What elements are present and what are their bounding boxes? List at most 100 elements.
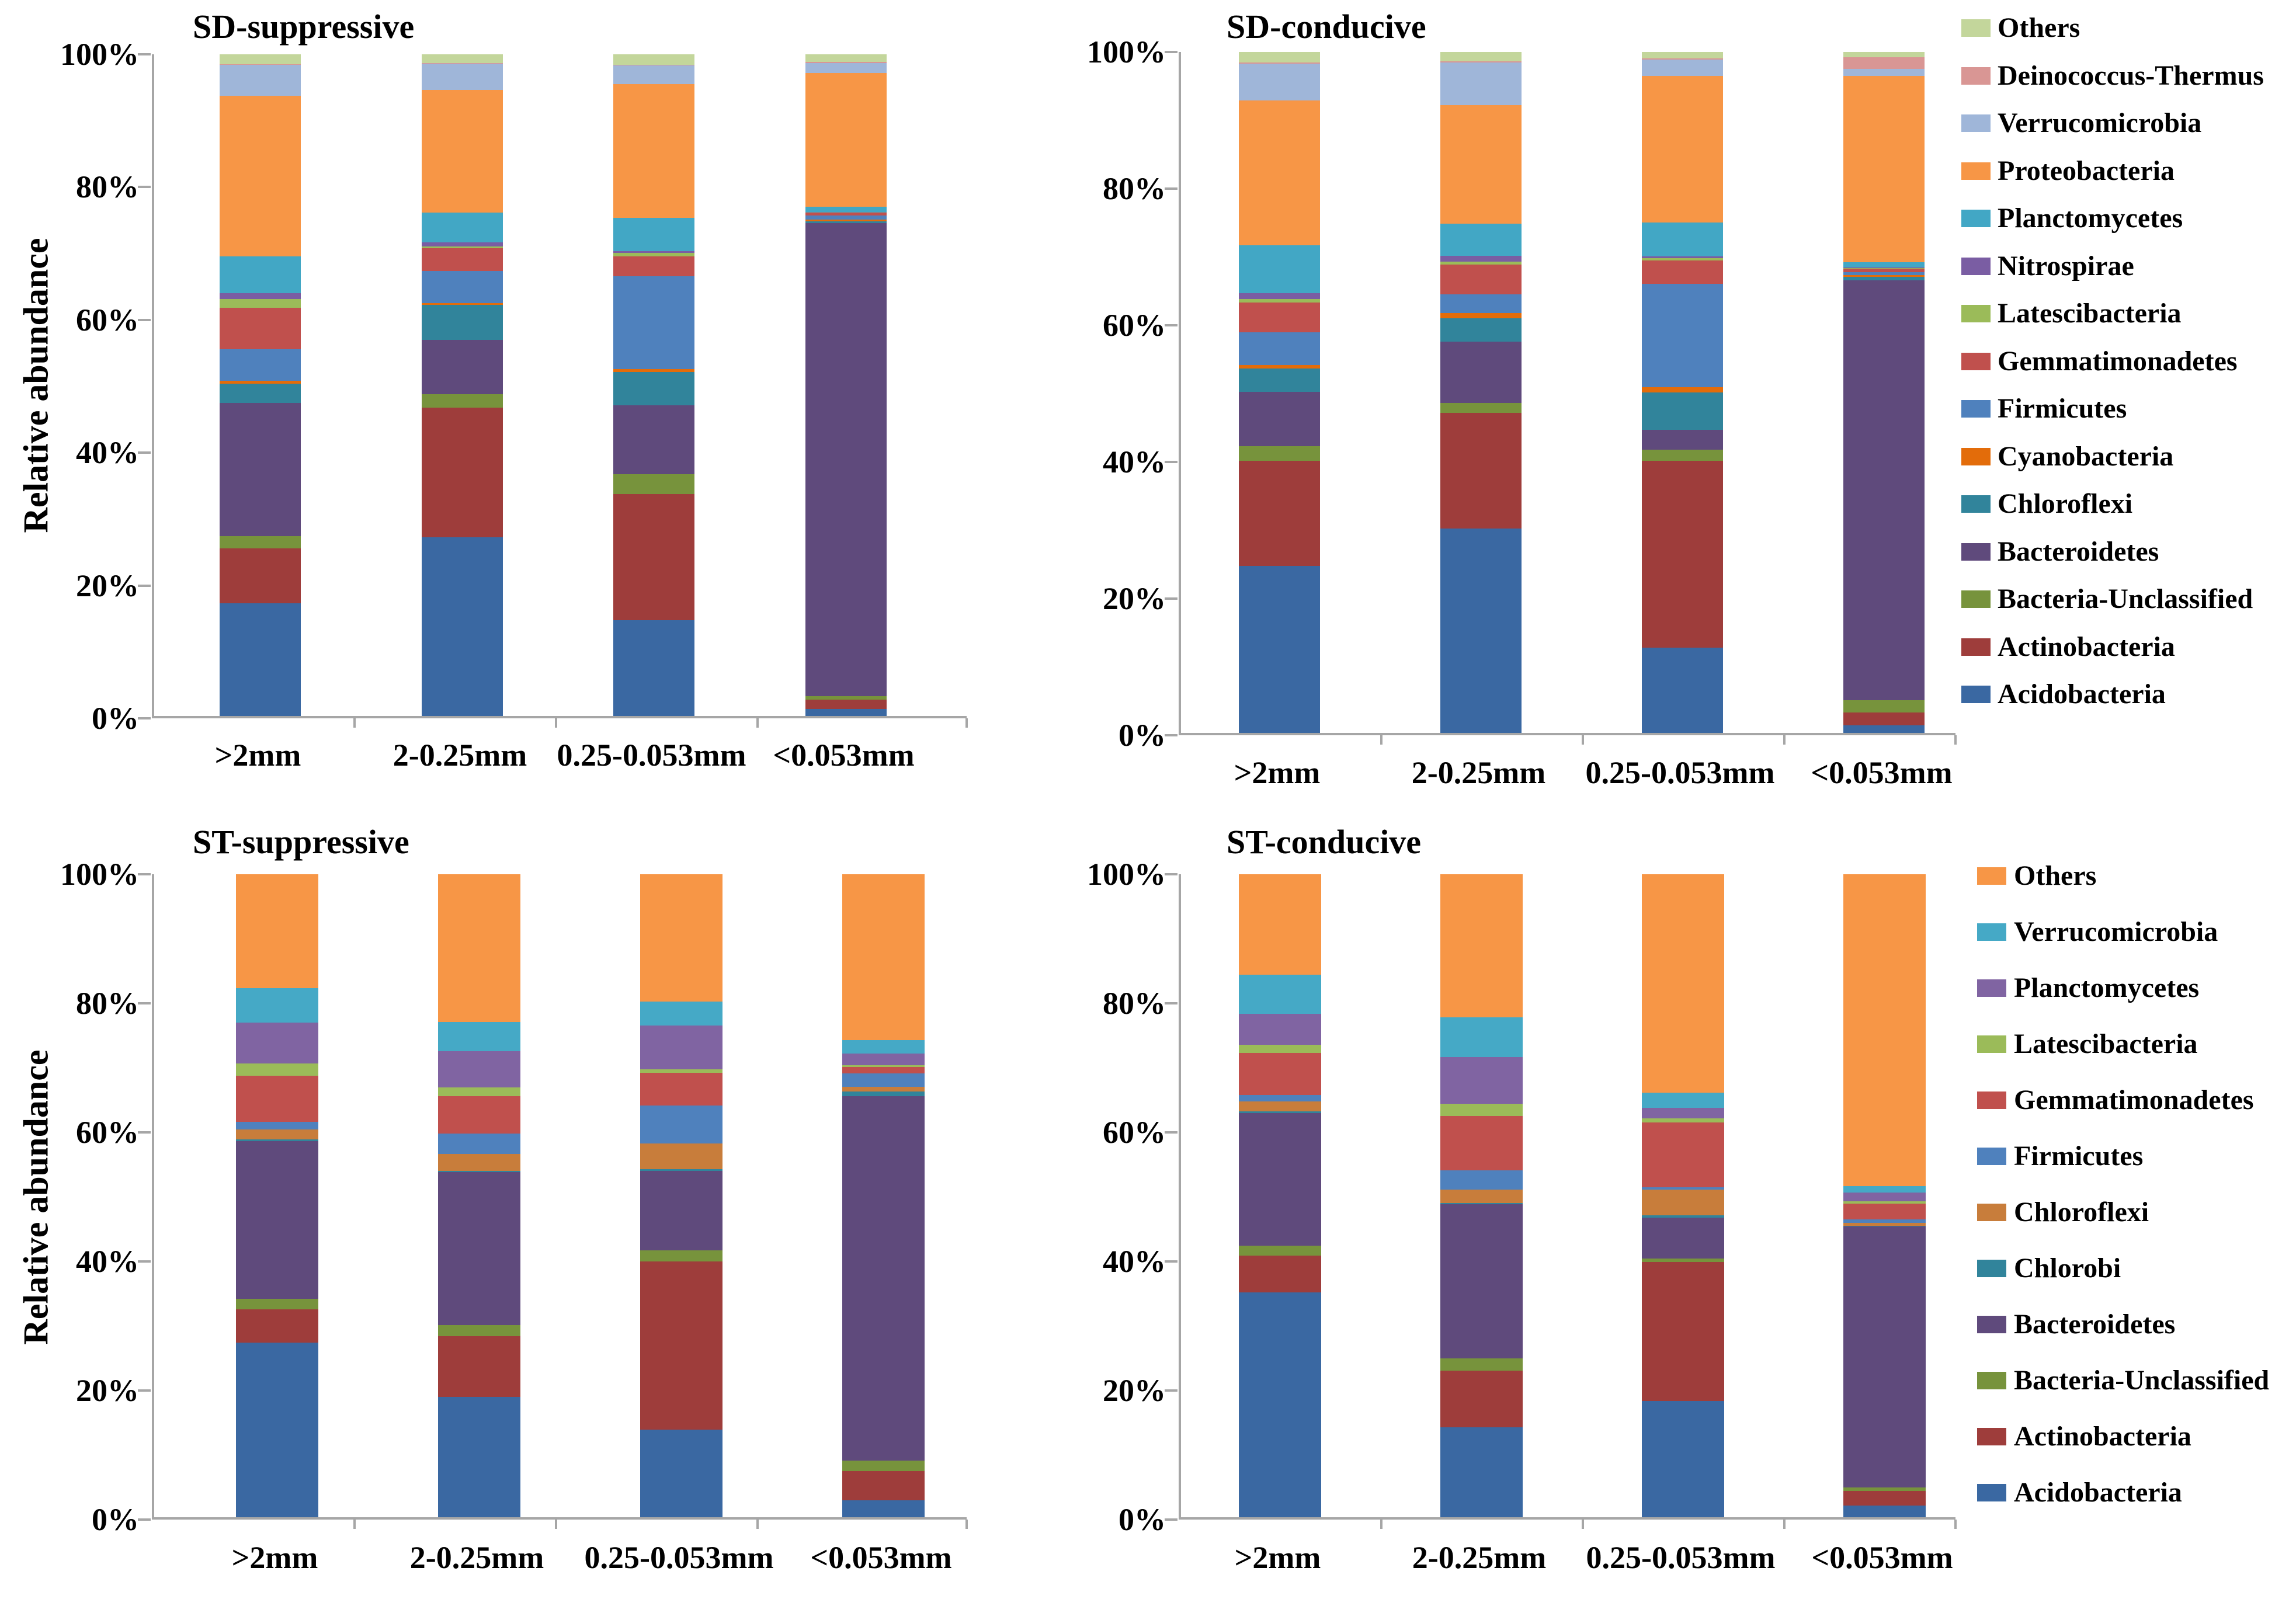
x-category-label: 2-0.25mm xyxy=(1411,755,1546,790)
bar-segment-Actinobacteria xyxy=(1843,1490,1926,1506)
y-tick-mark xyxy=(138,1389,151,1392)
legend-label: Planctomycetes xyxy=(2014,972,2200,1003)
bar-segment-Others xyxy=(220,54,301,65)
x-category-label: <0.053mm xyxy=(810,1540,952,1575)
bar-segment-Bacteroidetes xyxy=(1642,430,1723,450)
y-tick-label: 0% xyxy=(1119,718,1166,753)
bar-segment-Firmicutes xyxy=(1440,1170,1523,1190)
bar-segment-Bacteroidetes xyxy=(1843,280,1925,701)
legend-label: Verrucomicrobia xyxy=(2014,916,2218,947)
bar-segment-Bacteroidetes xyxy=(220,403,301,536)
bar-segment-Nitrospirae xyxy=(1440,255,1522,262)
x-tick-mark xyxy=(353,718,356,728)
bar-segment-Bacteria-Unclassified xyxy=(805,696,887,700)
bar->2mm xyxy=(1239,52,1320,733)
bar-segment-Gemmatimonadetes xyxy=(640,1073,723,1106)
bar-segment-Latescibacteria xyxy=(1239,1044,1321,1054)
legend-label: Latescibacteria xyxy=(2014,1028,2198,1059)
legend-swatch xyxy=(1961,590,1991,608)
bar-segment-Actinobacteria xyxy=(805,699,887,709)
bar-segment-Actinobacteria xyxy=(1239,1255,1321,1292)
bar-segment-Bacteria-Unclassified xyxy=(422,394,503,408)
plot-area xyxy=(1179,874,1955,1520)
legend-label: Chloroflexi xyxy=(2014,1197,2149,1228)
x-tick-mark xyxy=(1380,1520,1383,1529)
bar-segment-Nitrospirae xyxy=(805,211,887,213)
y-tick-label: 20% xyxy=(1103,581,1166,616)
bar-segment-Planctomycetes xyxy=(438,1051,520,1087)
y-tick-mark xyxy=(1165,1260,1177,1263)
bar-segment-Bacteroidetes xyxy=(1440,341,1522,403)
bar-segment-Gemmatimonadetes xyxy=(613,256,694,276)
bar-segment-Bacteria-Unclassified xyxy=(842,1461,925,1471)
y-tick-label: 60% xyxy=(1103,1115,1166,1150)
y-tick-mark xyxy=(1165,1389,1177,1392)
bar-0.25-0.053mm xyxy=(640,874,723,1517)
legend-swatch xyxy=(1977,1484,2006,1501)
bar-segment-Latescibacteria xyxy=(236,1063,318,1076)
bar-segment-Proteobacteria xyxy=(1239,100,1320,246)
legend-swatch xyxy=(1977,1092,2006,1109)
bar-segment-Cyanobacteria xyxy=(1440,312,1522,318)
bar-segment-Gemmatimonadetes xyxy=(1843,1203,1926,1220)
bar-segment-Cyanobacteria xyxy=(1239,365,1320,369)
bar-segment-Proteobacteria xyxy=(422,90,503,213)
bar-segment-Chlorobi xyxy=(842,1092,925,1096)
bar-segment-Gemmatimonadetes xyxy=(1843,268,1925,272)
y-tick-label: 40% xyxy=(76,435,139,471)
x-tick-mark xyxy=(756,718,759,728)
x-tick-mark xyxy=(965,718,968,728)
bar-segment-Cyanobacteria xyxy=(1843,275,1925,277)
y-axis-title-top: Relative abundance xyxy=(16,238,55,533)
bar-segment-Others xyxy=(1843,874,1926,1187)
legend-swatch xyxy=(1961,638,1991,656)
bar-segment-Nitrospirae xyxy=(613,251,694,253)
bar-segment-Firmicutes xyxy=(236,1121,318,1130)
x-tick-mark xyxy=(1783,735,1786,745)
bar-segment-Planctomycetes xyxy=(1843,1193,1926,1202)
legend-swatch xyxy=(1961,67,1991,85)
bar-segment-Cyanobacteria xyxy=(422,303,503,305)
bar-segment-Latescibacteria xyxy=(613,252,694,256)
bar-segment-Bacteroidetes xyxy=(236,1141,318,1299)
bar-segment-Bacteroidetes xyxy=(613,405,694,475)
bar-segment-Bacteroidetes xyxy=(842,1096,925,1461)
y-tick-label: 20% xyxy=(76,568,139,603)
bar-segment-Planctomycetes xyxy=(613,217,694,251)
bar-segment-Chloroflexi xyxy=(1239,1101,1321,1112)
bar-segment-Deinococcus-Thermus xyxy=(1843,57,1925,69)
y-tick-label: 40% xyxy=(1103,444,1166,479)
legend-swatch xyxy=(1961,257,1991,275)
bar-segment-Actinobacteria xyxy=(1440,1371,1523,1427)
legend-swatch xyxy=(1977,1204,2006,1221)
bar-segment-Acidobacteria xyxy=(805,708,887,716)
y-tick-label: 80% xyxy=(76,986,139,1021)
bar-segment-Others xyxy=(805,54,887,62)
bar-segment-Proteobacteria xyxy=(1642,75,1723,223)
bar-segment-Firmicutes xyxy=(1239,1094,1321,1101)
bar-<0.053mm xyxy=(805,54,887,716)
bar-segment-Others xyxy=(1440,52,1522,62)
legend-swatch xyxy=(1977,1035,2006,1053)
bar-segment-Others xyxy=(842,874,925,1041)
bar-segment-Planctomycetes xyxy=(236,1023,318,1063)
bar-segment-Bacteria-Unclassified xyxy=(1440,1358,1523,1371)
x-category-label: 2-0.25mm xyxy=(409,1540,544,1575)
bar-segment-Firmicutes xyxy=(805,215,887,220)
bar-segment-Others xyxy=(613,54,694,65)
bar-segment-Planctomycetes xyxy=(842,1054,925,1066)
bar-segment-Verrucomicrobia xyxy=(438,1022,520,1051)
bar-segment-Deinococcus-Thermus xyxy=(1239,62,1320,64)
bar-segment-Bacteroidetes xyxy=(1440,1204,1523,1359)
legend-label: Latescibacteria xyxy=(1998,298,2182,329)
legend-swatch xyxy=(1977,1148,2006,1165)
bar-segment-Bacteria-Unclassified xyxy=(640,1250,723,1261)
bar-segment-Chloroflexi xyxy=(613,371,694,405)
bar-segment-Firmicutes xyxy=(438,1133,520,1154)
bar-segment-Acidobacteria xyxy=(1642,648,1723,733)
bar-segment-Nitrospirae xyxy=(220,293,301,300)
bar-segment-Deinococcus-Thermus xyxy=(805,61,887,63)
legend-label: Gemmatimonadetes xyxy=(2014,1084,2254,1115)
legend-label: Bacteroidetes xyxy=(1998,536,2159,567)
y-tick-label: 60% xyxy=(76,1115,139,1150)
